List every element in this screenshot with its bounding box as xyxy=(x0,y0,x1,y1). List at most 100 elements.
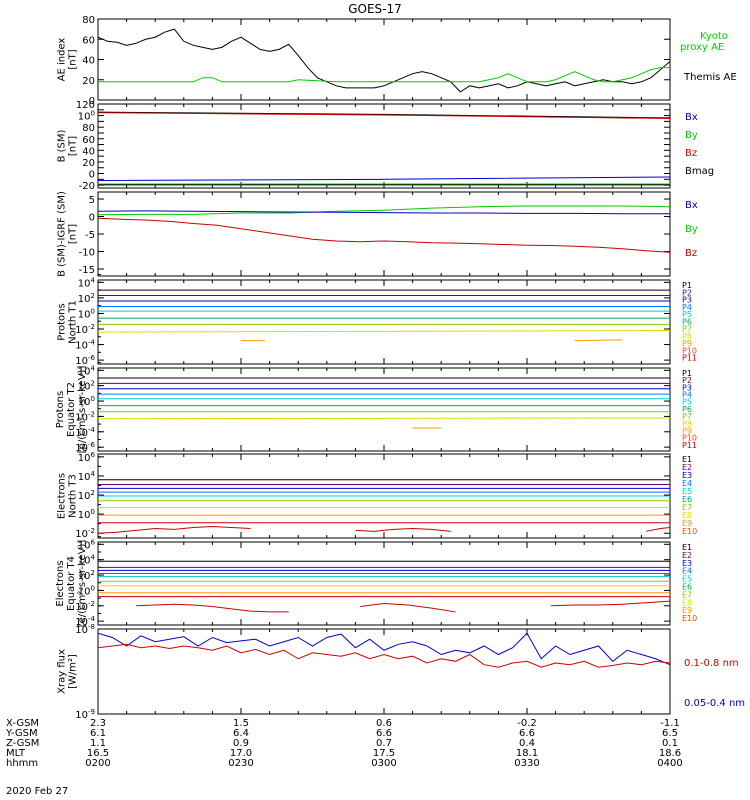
legend-entry: Bz xyxy=(685,148,697,159)
ephemeris-value: 0200 xyxy=(85,758,110,769)
tick-label: 10-2 xyxy=(75,600,95,613)
legend-entry: P10 xyxy=(682,346,697,355)
legend-entry: E1 xyxy=(682,543,692,552)
legend-entry: E3 xyxy=(682,559,692,568)
series-line xyxy=(98,217,670,253)
legend-entry: E6 xyxy=(682,495,692,504)
legend-entry: E1 xyxy=(682,455,692,464)
ephemeris-value: 6.6 xyxy=(519,728,535,739)
ephemeris-value: 17.5 xyxy=(373,748,395,759)
legend-entry: By xyxy=(685,224,698,235)
y-axis-label: Equator T2 xyxy=(66,382,77,437)
panel-bigrf: -15 -10 -5 0 5 B (SM)-IGRF (SM) [nT] Bx By Bz xyxy=(57,191,698,277)
tick-label: 120 xyxy=(76,100,95,111)
date-label: 2020 Feb 27 xyxy=(6,786,69,797)
ephemeris-row-label: hhmm xyxy=(6,758,38,769)
y-axis-label: B (SM) xyxy=(57,129,68,162)
tick-label: 10-9 xyxy=(75,708,95,721)
tick-label: 60 xyxy=(82,35,95,46)
plot-area xyxy=(98,479,670,534)
ephemeris-value: -1.1 xyxy=(660,718,680,729)
legend-entry: P2 xyxy=(682,376,692,385)
y-axis-label: North T1 xyxy=(68,300,79,344)
ephemeris-value: -0.2 xyxy=(517,718,537,729)
tick-label: 100 xyxy=(78,395,95,408)
legend-entry: P3 xyxy=(682,383,692,392)
series-segment xyxy=(550,600,670,607)
y-axis-label: North T3 xyxy=(68,474,79,518)
series-segment xyxy=(136,603,289,613)
legend-entry: P8 xyxy=(682,419,692,428)
ephemeris-value: 18.1 xyxy=(516,748,538,759)
tick-label: 20 xyxy=(82,158,95,169)
ephemeris-value: 18.6 xyxy=(659,748,681,759)
legend-entry: P9 xyxy=(682,339,692,348)
panel-frame xyxy=(97,18,671,101)
series-line xyxy=(98,176,670,181)
legend-entry: E9 xyxy=(682,606,692,615)
legend-entry: E4 xyxy=(682,567,692,576)
legend-entry: E10 xyxy=(682,614,697,623)
tick-label: 0 xyxy=(89,213,95,224)
legend-entry: P5 xyxy=(682,310,692,319)
series-segment xyxy=(360,602,456,613)
plot-area xyxy=(98,205,670,253)
y-axis-label: [nT] xyxy=(68,224,79,244)
legend-entry: E6 xyxy=(682,583,692,592)
tick-label: 104 xyxy=(78,276,96,289)
series-segment xyxy=(98,526,251,534)
tick-label: 100 xyxy=(78,508,95,521)
legend-entry: proxy AE xyxy=(680,42,724,53)
y-axis-label: Xray flux xyxy=(57,649,68,694)
tick-label: 104 xyxy=(78,470,96,483)
legend-entry: P11 xyxy=(682,441,697,450)
tick-label: 0 xyxy=(89,170,95,181)
series-line xyxy=(98,205,670,216)
y-axis-label: [e/(cm²-s-sr-keV)] xyxy=(77,540,88,628)
legend-entry: P6 xyxy=(682,317,692,326)
legend-entry: P8 xyxy=(682,332,692,341)
tick-label: 40 xyxy=(82,146,95,157)
y-axis-label: B (SM)-IGRF (SM) xyxy=(57,191,68,277)
plot-area xyxy=(98,560,670,613)
y-axis-label: Electrons xyxy=(55,560,66,606)
tick-label: 20 xyxy=(82,76,95,87)
legend-entry: 0.1-0.8 nm xyxy=(684,658,739,669)
panel-frame xyxy=(97,541,671,626)
legend-entry: P11 xyxy=(682,354,697,363)
legend-entry: P1 xyxy=(682,369,692,378)
ephemeris-value: 6.1 xyxy=(90,728,106,739)
legend-entry: Bx xyxy=(685,112,698,123)
legend-entry: E2 xyxy=(682,551,692,560)
tick-label: 100 xyxy=(78,307,95,320)
tick-label: 10-4 xyxy=(75,339,95,352)
y-axis-label: [nT] xyxy=(68,49,79,69)
ephemeris-value: 0230 xyxy=(228,758,253,769)
y-axis-label: Protons xyxy=(57,303,68,340)
legend-entry: E4 xyxy=(682,479,692,488)
tick-label: 80 xyxy=(82,123,95,134)
legend-entry: P3 xyxy=(682,296,692,305)
tick-label: 102 xyxy=(78,489,95,502)
panel-pnt1: 10-6 10-4 10-2 100 102 104 Protons North T1 P1P2… xyxy=(57,274,697,367)
ephemeris-value: 6.5 xyxy=(662,728,678,739)
legend-entry: P4 xyxy=(682,391,692,400)
series-line xyxy=(98,67,670,83)
ephemeris-value: 6.4 xyxy=(233,728,249,739)
ephemeris-value: 0.4 xyxy=(519,738,535,749)
legend-entry: P7 xyxy=(682,412,692,421)
series-segment xyxy=(646,527,670,532)
tick-label: 104 xyxy=(78,364,96,377)
ephemeris-row-label: X-GSM xyxy=(6,718,39,729)
ephemeris-row-label: Z-GSM xyxy=(6,738,39,749)
legend-entry: P9 xyxy=(682,426,692,435)
tick-label: 10-6 xyxy=(75,441,95,454)
tick-label: 60 xyxy=(82,135,95,146)
tick-label: 106 xyxy=(78,538,96,551)
panel-frame xyxy=(97,279,671,365)
tick-label: 102 xyxy=(78,569,95,582)
tick-label: 10-2 xyxy=(75,527,95,540)
legend-entry: P5 xyxy=(682,398,692,407)
